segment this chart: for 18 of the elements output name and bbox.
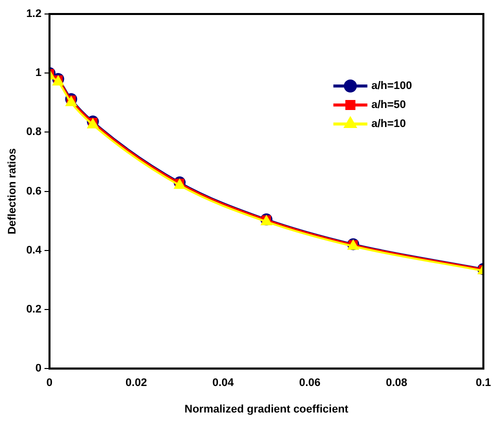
- x-tick-label: 0: [46, 377, 53, 390]
- y-tick-label: 1.2: [26, 8, 42, 20]
- y-tick-label: 0.4: [26, 244, 42, 256]
- y-tick-label: 0: [35, 362, 42, 375]
- x-tick-label: 0.06: [299, 377, 321, 390]
- y-tick-label: 0.8: [26, 126, 42, 138]
- x-tick-label: 0.04: [212, 377, 235, 390]
- x-tick-label: 0.02: [126, 377, 147, 390]
- y-tick-label: 0.6: [26, 185, 42, 198]
- x-axis-title: Normalized gradient coefficient: [184, 403, 349, 416]
- y-tick-label: 1: [35, 67, 42, 80]
- y-axis-title: Deflection ratios: [6, 148, 19, 234]
- legend-label: a/h=50: [371, 99, 406, 112]
- x-tick-label: 0.08: [386, 377, 408, 390]
- x-tick-label: 0.1: [476, 377, 492, 390]
- legend-label: a/h=10: [371, 118, 406, 130]
- legend-label: a/h=100: [371, 80, 412, 92]
- y-tick-label: 0.2: [26, 304, 42, 316]
